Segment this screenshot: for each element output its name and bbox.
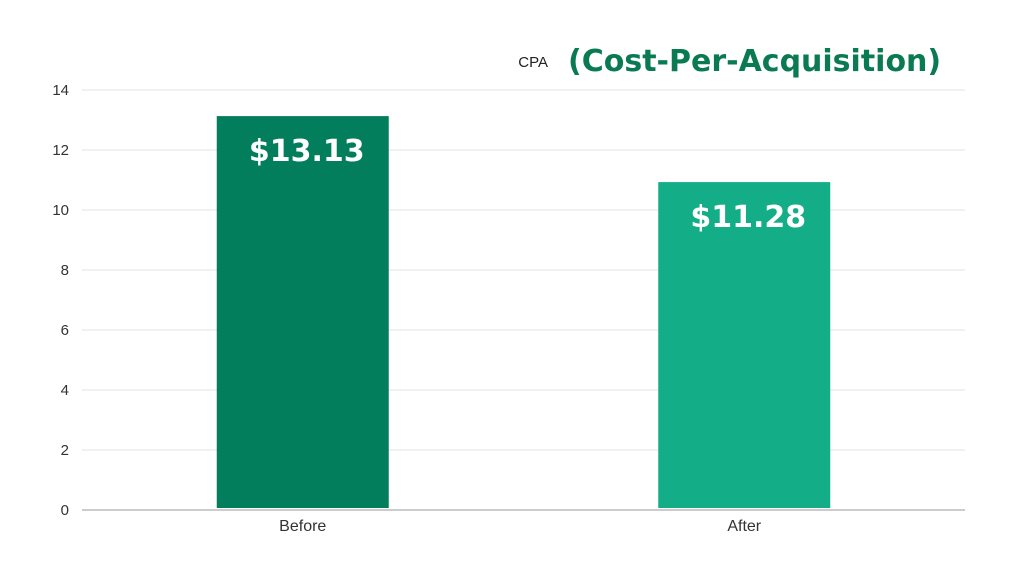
gridlines <box>82 89 965 451</box>
y-tick-label: 14 <box>52 82 69 99</box>
x-category-label: After <box>727 518 761 535</box>
value-label-after: $11.28 <box>690 200 806 235</box>
y-tick-label: 2 <box>61 442 69 459</box>
chart-title-prefix: CPA <box>518 54 548 71</box>
y-tick-label: 4 <box>61 382 69 399</box>
value-label-before: $13.13 <box>249 134 365 169</box>
y-tick-label: 6 <box>61 322 69 339</box>
y-tick-label: 10 <box>52 202 69 219</box>
y-axis-ticks: 0 2 4 6 8 10 12 14 <box>52 82 69 519</box>
x-axis-categories: Before After <box>279 518 762 535</box>
y-tick-label: 12 <box>52 142 69 159</box>
bars: $13.13 $11.28 <box>216 116 831 508</box>
x-category-label: Before <box>279 518 326 535</box>
bar-before <box>216 116 389 508</box>
y-tick-label: 8 <box>61 262 69 279</box>
y-tick-label: 0 <box>61 502 69 519</box>
chart-title: (Cost-Per-Acquisition) <box>568 44 941 79</box>
bar-after <box>658 182 831 508</box>
